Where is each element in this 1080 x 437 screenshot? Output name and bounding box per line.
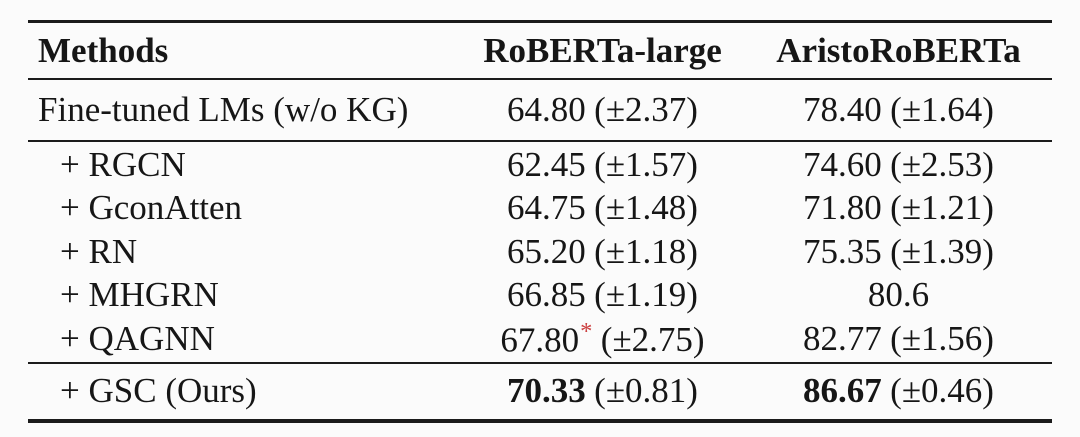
score-std: (±1.56)	[890, 318, 994, 358]
score-cell: 75.35 (±1.39)	[745, 232, 1052, 272]
score-cell: 66.85 (±1.19)	[460, 275, 745, 315]
score-std: (±1.64)	[890, 90, 994, 129]
score-value: 65.20	[507, 231, 586, 271]
score-value: 67.80	[500, 319, 580, 359]
score-std: (±1.19)	[594, 275, 698, 315]
score-value: 64.80	[507, 90, 586, 129]
score-cell: 65.20 (±1.18)	[460, 232, 745, 272]
score-cell: 86.67 (±0.46)	[745, 371, 1052, 411]
method-cell: + MHGRN	[60, 275, 219, 315]
score-std: (±2.53)	[890, 144, 994, 184]
score-cell: 82.77 (±1.56)	[745, 319, 1052, 359]
score-value: 78.40	[803, 90, 882, 129]
score-cell: 62.45 (±1.57)	[460, 145, 745, 185]
score-cell: 71.80 (±1.21)	[745, 188, 1052, 228]
method-cell: + QAGNN	[60, 318, 215, 358]
table-row-rgcn: + RGCN 62.45 (±1.57) 74.60 (±2.53)	[28, 143, 1052, 187]
score-value: 75.35	[803, 231, 882, 271]
score-value: 71.80	[803, 188, 882, 228]
score-cell: 64.80 (±2.37)	[460, 90, 745, 130]
table-row-qagnn: + QAGNN 67.80* (±2.75) 82.77 (±1.56)	[28, 317, 1052, 361]
score-cell: 78.40 (±1.64)	[745, 90, 1052, 130]
table-row-baseline: Fine-tuned LMs (w/o KG) 64.80 (±2.37) 78.…	[28, 80, 1052, 142]
results-table: Methods RoBERTa-large AristoRoBERTa Fine…	[28, 20, 1052, 423]
method-cell: Fine-tuned LMs (w/o KG)	[38, 90, 409, 129]
score-value: 74.60	[803, 144, 882, 184]
column-header-aristoroberta: AristoRoBERTa	[776, 30, 1021, 70]
column-header-methods: Methods	[38, 30, 169, 70]
score-value: 80.6	[867, 275, 930, 315]
score-value: 64.75	[507, 188, 586, 228]
score-value: 66.85	[507, 275, 586, 315]
table-row-mhgrn: + MHGRN 66.85 (±1.19) 80.6	[28, 274, 1052, 318]
score-cell: 64.75 (±1.48)	[460, 188, 745, 228]
score-value: 82.77	[803, 318, 882, 358]
score-std: (±1.48)	[594, 188, 698, 228]
score-std: (±1.18)	[594, 231, 698, 271]
table-header-row: Methods RoBERTa-large AristoRoBERTa	[28, 23, 1052, 80]
method-cell: + RGCN	[60, 144, 186, 184]
score-std: (±2.75)	[600, 319, 705, 359]
score-cell: 80.6	[745, 275, 1052, 315]
kg-methods-section: + RGCN 62.45 (±1.57) 74.60 (±2.53) + GconA…	[28, 142, 1052, 364]
column-header-roberta-large: RoBERTa-large	[483, 30, 722, 70]
score-cell: 70.33 (±0.81)	[460, 371, 745, 411]
score-cell: 67.80* (±2.75)	[460, 318, 745, 360]
score-cell: 74.60 (±2.53)	[745, 145, 1052, 185]
table-row-gconatten: + GconAtten 64.75 (±1.48) 71.80 (±1.21)	[28, 187, 1052, 231]
score-std: (±1.57)	[594, 144, 698, 184]
score-std: (±1.21)	[890, 188, 994, 228]
score-value: 62.45	[507, 144, 586, 184]
score-std: (±0.46)	[890, 371, 994, 410]
table-row-gsc-ours: + GSC (Ours) 70.33 (±0.81) 86.67 (±0.46)	[28, 364, 1052, 419]
score-value: 70.33	[507, 371, 586, 410]
table-row-rn: + RN 65.20 (±1.18) 75.35 (±1.39)	[28, 230, 1052, 274]
score-std: (±0.81)	[594, 371, 698, 410]
score-std: (±1.39)	[890, 231, 994, 271]
significance-asterisk: *	[580, 317, 593, 345]
method-cell: + GSC (Ours)	[60, 371, 257, 410]
method-cell: + RN	[60, 231, 138, 271]
score-std: (±2.37)	[594, 90, 698, 129]
method-cell: + GconAtten	[60, 188, 243, 228]
score-value: 86.67	[803, 371, 882, 410]
